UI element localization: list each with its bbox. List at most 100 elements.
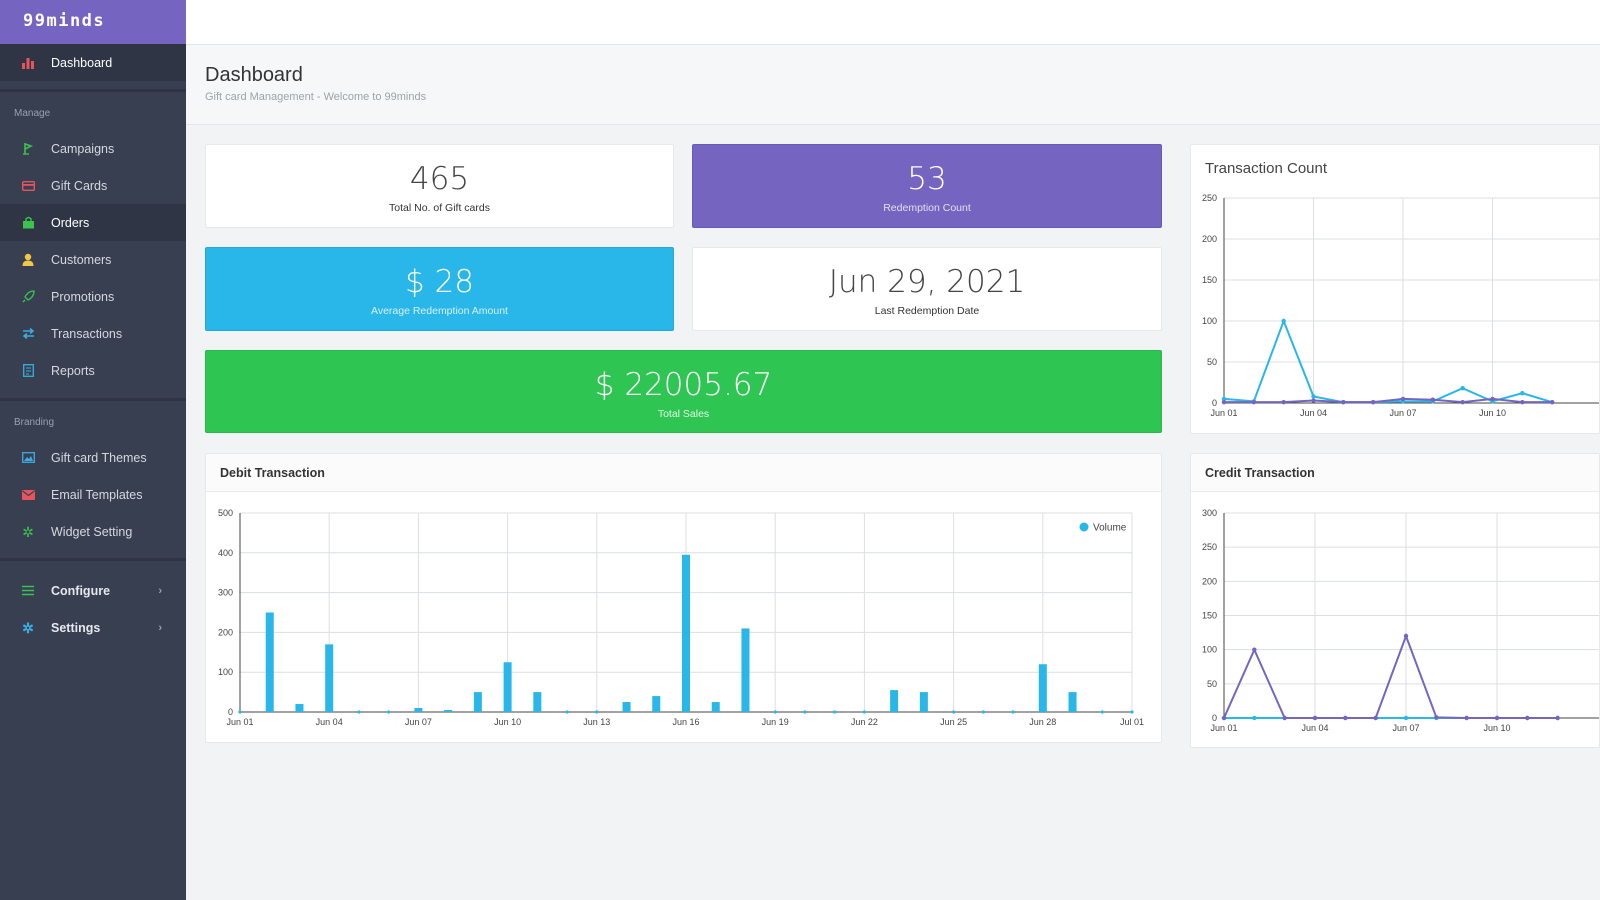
report-icon [21,364,35,378]
divider [0,89,186,92]
y-tick-label: 300 [1202,508,1217,518]
data-point [1341,399,1346,405]
x-tick-label: Jun 25 [940,717,967,727]
divider [0,398,186,401]
sidebar-item-gift-cards[interactable]: Gift Cards [0,167,186,204]
sidebar-item-widget-setting[interactable]: ✲ Widget Setting [0,513,186,550]
zero-point [387,710,391,714]
chevron-right-icon: › [158,584,162,597]
sidebar-item-orders[interactable]: Orders [0,204,186,241]
sidebar-item-customers[interactable]: Customers [0,241,186,278]
sidebar-item-label: Configure [51,583,111,598]
x-tick-label: Jun 07 [405,717,432,727]
sidebar-item-label: Transactions [51,326,123,341]
y-tick-label: 200 [1202,234,1217,244]
y-tick-label: 400 [218,548,233,558]
data-point [1555,715,1560,721]
y-tick-label: 250 [1202,542,1217,552]
sidebar-item-gift-card-themes[interactable]: Gift card Themes [0,439,186,476]
sidebar-item-reports[interactable]: Reports [0,352,186,389]
x-tick-label: Jun 10 [494,717,521,727]
bar [503,662,512,712]
zero-point [803,710,807,714]
bar [682,554,690,712]
debit-transaction-chart: 0 100 200 300 400 500 Jun 01 Jun 04 Jun 07 Jun 10… [218,508,1144,727]
user-icon [21,253,35,267]
zero-point [862,710,867,714]
flag-icon [21,142,35,156]
zero-point [238,710,242,714]
x-tick-label: Jun 10 [1479,408,1506,418]
bar [325,644,334,712]
stat-value: 53 [907,161,947,197]
sidebar-item-campaigns[interactable]: Campaigns [0,130,186,167]
bar-chart-icon [21,56,35,70]
x-tick-label: Jun 04 [1301,723,1328,733]
y-tick-label: 250 [1202,193,1217,203]
legend-marker [1079,522,1089,532]
data-point [1460,386,1465,391]
brand-logo[interactable]: 99minds [0,0,186,44]
stat-label: Redemption Count [883,202,971,214]
sidebar-item-label: Email Templates [51,487,143,502]
data-point [1549,399,1555,405]
y-tick-label: 0 [1212,713,1217,723]
y-tick-label: 200 [1202,576,1217,586]
bar [622,702,631,712]
credit-transaction-chart: 0 50 100 150 200 250 300 Jun 01 Jun 04 Jun 07 Jun … [1202,508,1599,733]
bar [741,628,750,712]
zero-point [1011,710,1015,714]
sidebar-item-label: Gift card Themes [51,450,147,465]
data-point [1282,715,1287,721]
data-point [1221,715,1227,721]
menu-lines-icon [21,584,35,598]
top-bar [186,0,1600,45]
legend-label: Volume [1093,523,1127,534]
sidebar-item-configure[interactable]: Configure › [0,572,186,609]
data-point [1464,715,1469,721]
sidebar-item-promotions[interactable]: Promotions [0,278,186,315]
stat-card-last-redemption-date: Jun 29, 2021 Last Redemption Date [692,247,1162,331]
zero-point [773,710,777,714]
bar [1068,692,1077,712]
chevron-right-icon: › [158,621,162,634]
page-title: Dashboard [205,64,303,86]
data-point [1311,398,1316,403]
bar [295,704,304,712]
y-tick-label: 100 [1202,316,1217,326]
series-line [1223,633,1558,719]
sidebar-item-label: Campaigns [51,141,115,156]
sidebar-item-label: Promotions [51,289,115,304]
sidebar-item-label: Gift Cards [51,178,108,193]
y-tick-label: 50 [1207,357,1217,367]
x-tick-label: Jul 01 [1120,717,1144,727]
data-point [1400,396,1406,402]
data-point [1403,715,1409,721]
stat-label: Total Sales [657,408,710,420]
data-point [1343,715,1348,721]
exchange-icon [21,327,35,341]
sidebar-item-dashboard[interactable]: Dashboard [0,44,186,81]
stat-value: $ 22005.67 [594,367,773,403]
sidebar-item-settings[interactable]: ✲ Settings › [0,609,186,646]
data-point [1403,633,1409,639]
zero-point [833,710,837,714]
sidebar-item-transactions[interactable]: Transactions [0,315,186,352]
y-tick-label: 300 [218,588,233,598]
data-point [1311,394,1316,399]
zero-point [1100,710,1104,714]
x-tick-label: Jun 01 [226,717,253,727]
sidebar-item-email-templates[interactable]: Email Templates [0,476,186,513]
shopping-bag-icon [21,216,35,230]
bar [473,692,482,712]
envelope-icon [21,488,35,502]
page-header: Dashboard Gift card Management - Welcome… [186,45,1600,125]
x-tick-label: Jun 04 [1300,408,1327,418]
stat-label: Last Redemption Date [874,305,980,317]
transaction-count-chart: 0 50 100 150 200 250 Jun 01 Jun 04 Jun 07 Jun 10 [1202,193,1599,418]
sidebar-item-label: Reports [51,363,95,378]
x-tick-label: Jun 07 [1392,723,1419,733]
y-tick-label: 50 [1207,679,1217,689]
zero-point [1130,710,1134,714]
y-tick-label: 100 [218,667,233,677]
